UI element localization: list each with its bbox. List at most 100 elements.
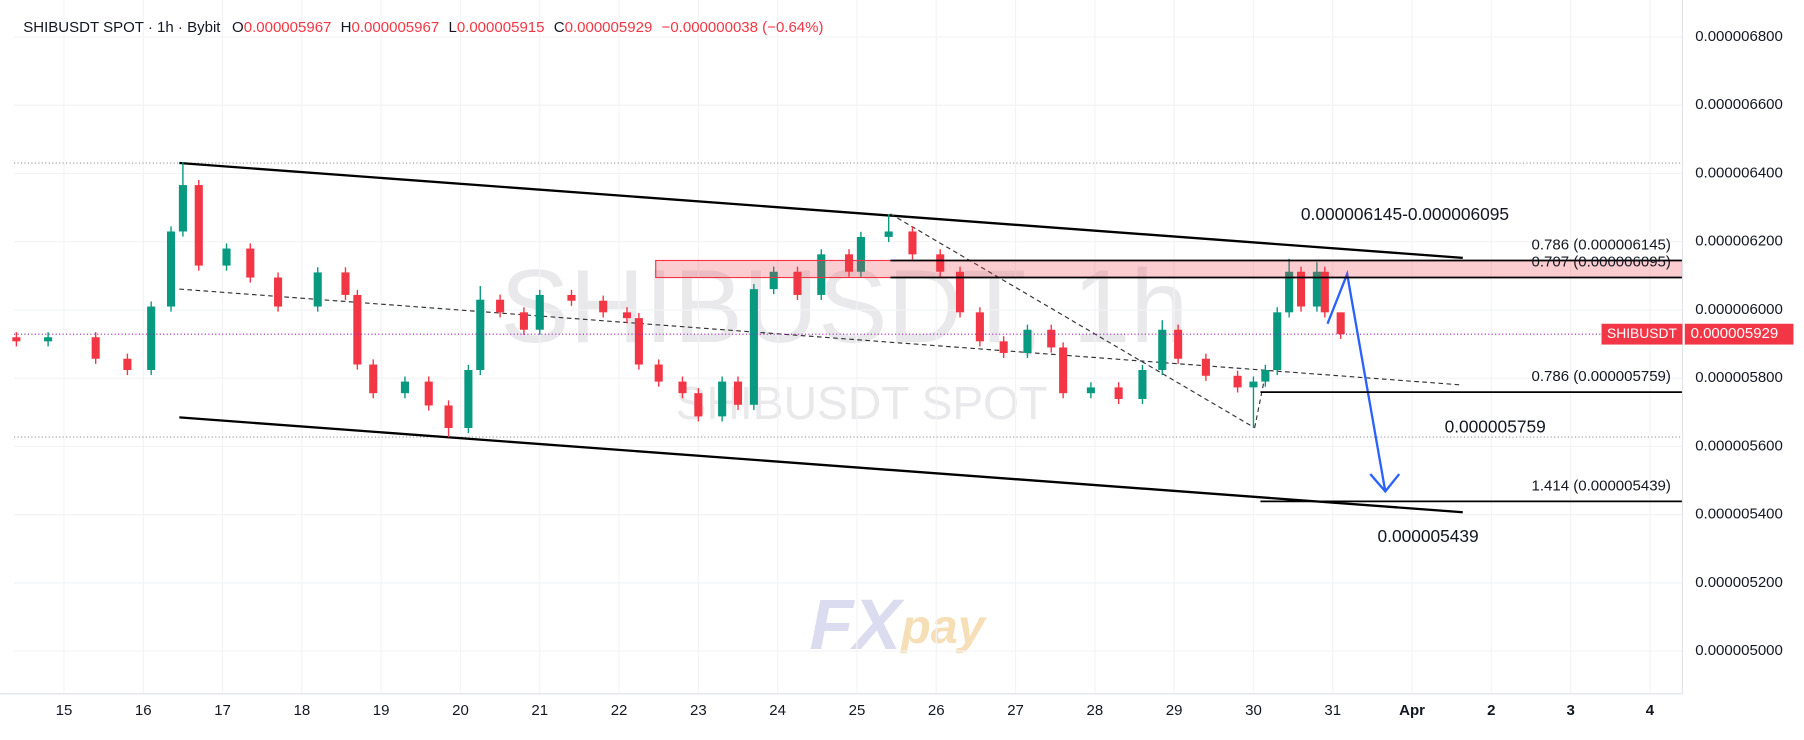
candle-body — [856, 236, 865, 272]
ohlc-key: O — [232, 19, 244, 36]
change: −0.000000038 (−0.64%) — [662, 19, 824, 36]
candle-body — [999, 341, 1008, 353]
ohlc-value: 0.000005967 — [352, 19, 440, 36]
candle-body — [1174, 329, 1183, 359]
candle-body — [369, 364, 378, 394]
x-tick-label: 29 — [1166, 702, 1183, 719]
candle-body — [718, 381, 727, 417]
grid — [14, 0, 1683, 694]
candle-body — [956, 271, 965, 313]
candle-body — [1249, 381, 1258, 388]
candle-body — [1285, 271, 1294, 313]
candle-body — [1312, 271, 1321, 307]
x-tick-label: 25 — [849, 702, 866, 719]
candle-body — [147, 306, 156, 370]
candle-body — [733, 381, 743, 405]
projection-arrow — [1326, 269, 1387, 492]
candle-body — [400, 381, 409, 394]
symbol-tag-label: SHIBUSDT — [1607, 325, 1678, 341]
watermark-subtitle: SHIBUSDT SPOT — [676, 377, 1048, 429]
drawings — [14, 161, 1683, 514]
fib-label: 1.414 (0.000005439) — [1531, 477, 1670, 494]
y-tick-label: 0.000005800 — [1695, 369, 1783, 386]
candle-body — [496, 299, 505, 313]
candle-body — [464, 369, 473, 428]
price-tag — [1684, 323, 1794, 345]
candle-body — [476, 299, 485, 370]
y-tick-label: 0.000006600 — [1695, 96, 1783, 113]
candle-body — [844, 254, 854, 272]
fib-label: 0.786 (0.000006145) — [1531, 236, 1670, 253]
candle-body — [1059, 347, 1068, 394]
x-tick-label: 16 — [135, 702, 152, 719]
header: SHIBUSDT SPOT · 1h · Bybit O0.000005967 H0… — [23, 19, 823, 36]
candle-body — [353, 294, 362, 365]
x-tick-label: 3 — [1566, 702, 1574, 719]
logo-pay: pay — [899, 600, 988, 654]
candle-body — [1201, 358, 1210, 376]
candle-body — [1336, 312, 1345, 335]
x-tick-label: 20 — [452, 702, 469, 719]
candle-body — [1273, 312, 1282, 370]
candle-body — [274, 277, 283, 307]
candle-body — [535, 294, 544, 330]
candle-body — [884, 231, 893, 237]
candle-body — [975, 312, 984, 342]
watermark-title: SHIBUSDT, 1h — [500, 249, 1188, 365]
candle-body — [194, 185, 203, 266]
candle-body — [936, 254, 945, 272]
candle-body — [1023, 329, 1032, 353]
candle-body — [1320, 271, 1329, 313]
x-tick-label: 31 — [1324, 702, 1341, 719]
x-tick-label: 26 — [928, 702, 945, 719]
candle-body — [341, 272, 350, 295]
x-tick-label: 23 — [690, 702, 707, 719]
x-tick-label: 19 — [373, 702, 390, 719]
arrow-head — [1369, 473, 1401, 494]
candle-body — [222, 248, 231, 266]
price-tag-label: 0.000005929 — [1691, 325, 1779, 342]
candle-body — [91, 337, 100, 359]
candle-body — [793, 271, 802, 295]
candle-body — [678, 381, 687, 394]
candle-body — [424, 381, 433, 406]
candle-body — [178, 185, 187, 232]
fib-diagonal — [890, 213, 1255, 429]
symbol-tag — [1601, 323, 1683, 345]
y-tick-label: 0.000006000 — [1695, 301, 1783, 318]
candle-body — [622, 312, 632, 319]
candle-body — [166, 231, 176, 307]
candle-body — [1261, 369, 1270, 382]
zone-label: 0.000006145-0.000006095 — [1301, 204, 1509, 224]
candle-body — [599, 300, 608, 313]
candle-body — [519, 312, 528, 330]
candle-body — [1047, 329, 1056, 348]
candle-body — [123, 358, 132, 370]
x-tick-label: 17 — [214, 702, 231, 719]
channel-upper — [179, 161, 1463, 259]
watermark: SHIBUSDT, 1h SHIBUSDT SPOT FXpay — [500, 249, 1188, 665]
candle-body — [1086, 387, 1095, 394]
candle-body — [1296, 271, 1306, 307]
target-label: 0.000005759 — [1445, 417, 1546, 437]
candle-body — [1233, 375, 1242, 388]
channel-mid — [179, 288, 1463, 386]
ohlc-value: 0.000005929 — [565, 19, 653, 36]
x-tick-label: 21 — [531, 702, 548, 719]
y-tick-label: 0.000005200 — [1695, 574, 1783, 591]
x-tick-label: 28 — [1087, 702, 1104, 719]
x-tick-label: 4 — [1646, 702, 1655, 719]
x-tick-label: 18 — [294, 702, 311, 719]
fib-label: 0.786 (0.000005759) — [1531, 368, 1670, 385]
x-tick-label: Apr — [1399, 702, 1425, 719]
candle-body — [246, 248, 255, 278]
symbol: SHIBUSDT SPOT · 1h · Bybit — [23, 19, 221, 36]
candle-body — [1158, 329, 1167, 370]
y-tick-label: 0.000005600 — [1695, 437, 1783, 454]
candle-body — [444, 405, 453, 428]
x-tick-label: 2 — [1487, 702, 1495, 719]
y-tick-label: 0.000006400 — [1695, 164, 1783, 181]
y-tick-label: 0.000005400 — [1695, 506, 1783, 523]
candle-body — [908, 231, 917, 255]
